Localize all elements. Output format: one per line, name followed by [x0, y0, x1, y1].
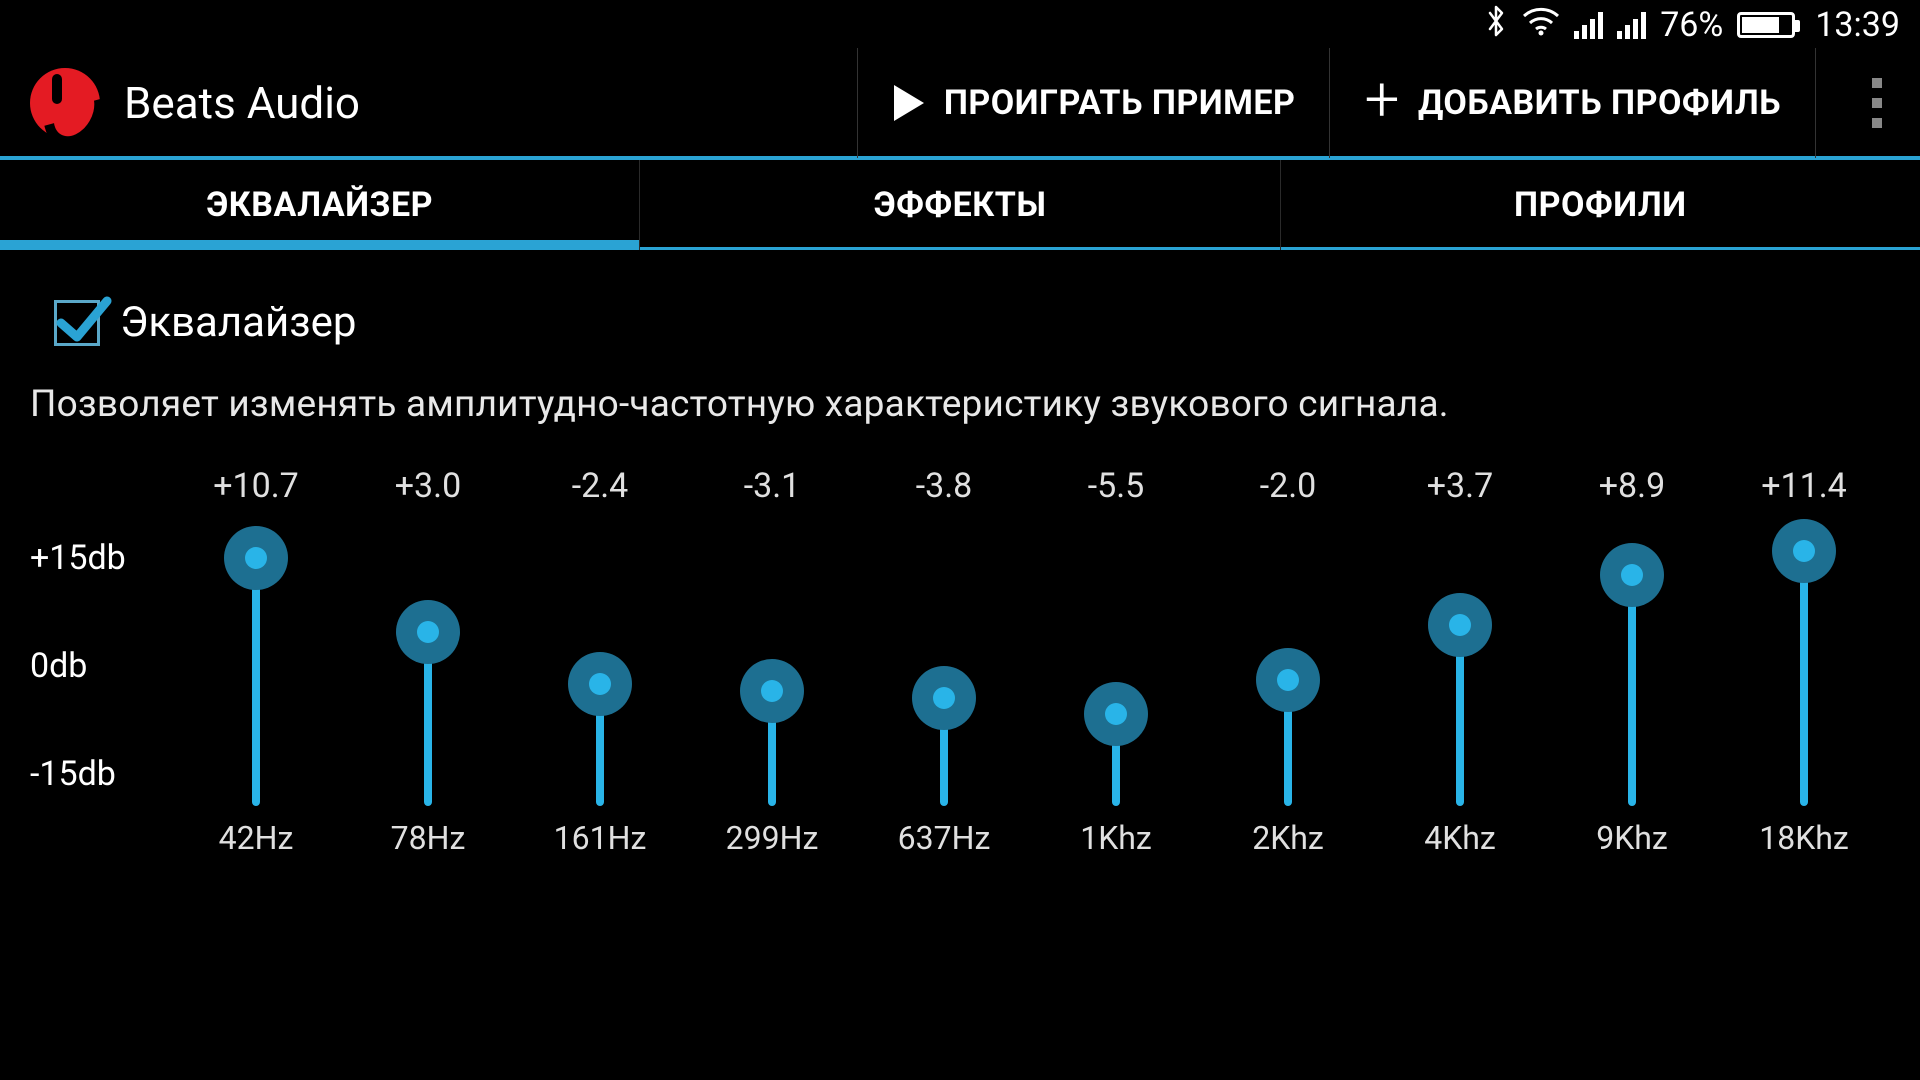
eq-band-track [1602, 516, 1662, 806]
beats-logo-icon [30, 68, 100, 138]
eq-band-freq: 299Hz [726, 806, 819, 870]
eq-band-knob[interactable] [1772, 519, 1836, 583]
eq-band-freq: 637Hz [898, 806, 991, 870]
eq-band: -5.5 1Khz [1030, 456, 1202, 870]
eq-band: +3.7 4Khz [1374, 456, 1546, 870]
eq-band-gain: -5.5 [1088, 456, 1145, 516]
eq-band-gain: -3.1 [744, 456, 801, 516]
play-icon [892, 83, 926, 123]
eq-bands: +10.7 42Hz +3.0 78Hz -2.4 161Hz -3.1 299Hz -3.8 6… [170, 456, 1890, 870]
eq-band-knob[interactable] [1428, 593, 1492, 657]
equalizer-checkbox-label: Эквалайзер [120, 298, 356, 347]
eq-band-track [398, 516, 458, 806]
tab-bar: ЭКВАЛАЙЗЕР ЭФФЕКТЫ ПРОФИЛИ [0, 160, 1920, 250]
equalizer-toggle-row: Эквалайзер [54, 298, 1890, 347]
bluetooth-icon [1484, 4, 1508, 47]
eq-band-knob[interactable] [740, 659, 804, 723]
add-profile-button[interactable]: + ДОБАВИТЬ ПРОФИЛЬ [1329, 48, 1815, 158]
battery-percent: 76% [1660, 5, 1723, 45]
eq-band-stem [252, 558, 260, 806]
app-header: Beats Audio ПРОИГРАТЬ ПРИМЕР + ДОБАВИТЬ … [0, 50, 1920, 160]
eq-band-freq: 4Khz [1424, 806, 1496, 870]
eq-band-freq: 161Hz [554, 806, 647, 870]
add-profile-label: ДОБАВИТЬ ПРОФИЛЬ [1418, 83, 1781, 123]
eq-band-knob[interactable] [1084, 682, 1148, 746]
eq-band-gain: -2.0 [1260, 456, 1317, 516]
eq-band-knob[interactable] [1256, 648, 1320, 712]
y-axis: +15db 0db -15db [30, 456, 170, 870]
eq-band: -2.0 2Khz [1202, 456, 1374, 870]
tab-profiles-label: ПРОФИЛИ [1514, 185, 1687, 225]
eq-band-gain: +3.0 [395, 456, 461, 516]
eq-band-gain: +11.4 [1761, 456, 1847, 516]
overflow-menu-button[interactable] [1815, 48, 1890, 158]
eq-band-gain: -2.4 [572, 456, 629, 516]
eq-band-track [914, 516, 974, 806]
eq-band-track [226, 516, 286, 806]
eq-band-gain: +8.9 [1599, 456, 1665, 516]
tab-equalizer-label: ЭКВАЛАЙЗЕР [206, 185, 433, 225]
y-axis-mid: 0db [30, 646, 170, 686]
status-bar: 76% 13:39 [0, 0, 1920, 50]
tab-equalizer[interactable]: ЭКВАЛАЙЗЕР [0, 160, 640, 250]
play-sample-button[interactable]: ПРОИГРАТЬ ПРИМЕР [857, 48, 1330, 158]
eq-band-freq: 2Khz [1252, 806, 1324, 870]
eq-band-knob[interactable] [568, 652, 632, 716]
eq-band-freq: 18Khz [1759, 806, 1849, 870]
eq-band-track [570, 516, 630, 806]
signal-icon-2 [1617, 11, 1646, 39]
app-title: Beats Audio [124, 77, 360, 129]
play-sample-label: ПРОИГРАТЬ ПРИМЕР [944, 83, 1296, 123]
status-clock: 13:39 [1815, 5, 1900, 45]
eq-band-track [1258, 516, 1318, 806]
eq-band-track [1774, 516, 1834, 806]
eq-band: +3.0 78Hz [342, 456, 514, 870]
plus-icon: + [1364, 84, 1400, 115]
equalizer-checkbox[interactable] [54, 300, 100, 346]
eq-band-track [742, 516, 802, 806]
eq-band-knob[interactable] [224, 526, 288, 590]
eq-band-freq: 1Khz [1080, 806, 1152, 870]
eq-band: +8.9 9Khz [1546, 456, 1718, 870]
eq-band-gain: -3.8 [916, 456, 973, 516]
battery-icon [1737, 12, 1795, 38]
eq-band-knob[interactable] [1600, 543, 1664, 607]
y-axis-min: -15db [30, 754, 170, 794]
content-area: Эквалайзер Позволяет изменять амплитудно… [0, 250, 1920, 870]
eq-band-stem [1628, 575, 1636, 806]
overflow-menu-icon [1872, 78, 1880, 128]
y-axis-max: +15db [30, 538, 170, 578]
eq-band-gain: +3.7 [1427, 456, 1493, 516]
signal-icon [1574, 11, 1603, 39]
eq-band-track [1430, 516, 1490, 806]
eq-band-freq: 78Hz [391, 806, 466, 870]
tab-profiles[interactable]: ПРОФИЛИ [1281, 160, 1920, 250]
tab-effects[interactable]: ЭФФЕКТЫ [640, 160, 1280, 250]
eq-band: -3.1 299Hz [686, 456, 858, 870]
eq-band-freq: 9Khz [1596, 806, 1668, 870]
eq-band: -2.4 161Hz [514, 456, 686, 870]
checkmark-icon [55, 293, 113, 351]
eq-band-gain: +10.7 [213, 456, 299, 516]
eq-band-freq: 42Hz [219, 806, 294, 870]
eq-band: +11.4 18Khz [1718, 456, 1890, 870]
eq-band-track [1086, 516, 1146, 806]
eq-band: -3.8 637Hz [858, 456, 1030, 870]
equalizer-panel: +15db 0db -15db +10.7 42Hz +3.0 78Hz -2.4 161… [30, 456, 1890, 870]
eq-band-stem [1800, 551, 1808, 806]
eq-band-knob[interactable] [396, 600, 460, 664]
tab-effects-label: ЭФФЕКТЫ [874, 185, 1047, 225]
wifi-icon [1522, 5, 1560, 45]
battery-fill [1742, 17, 1778, 33]
eq-band: +10.7 42Hz [170, 456, 342, 870]
equalizer-description: Позволяет изменять амплитудно-частотную … [30, 383, 1890, 426]
eq-band-knob[interactable] [912, 666, 976, 730]
